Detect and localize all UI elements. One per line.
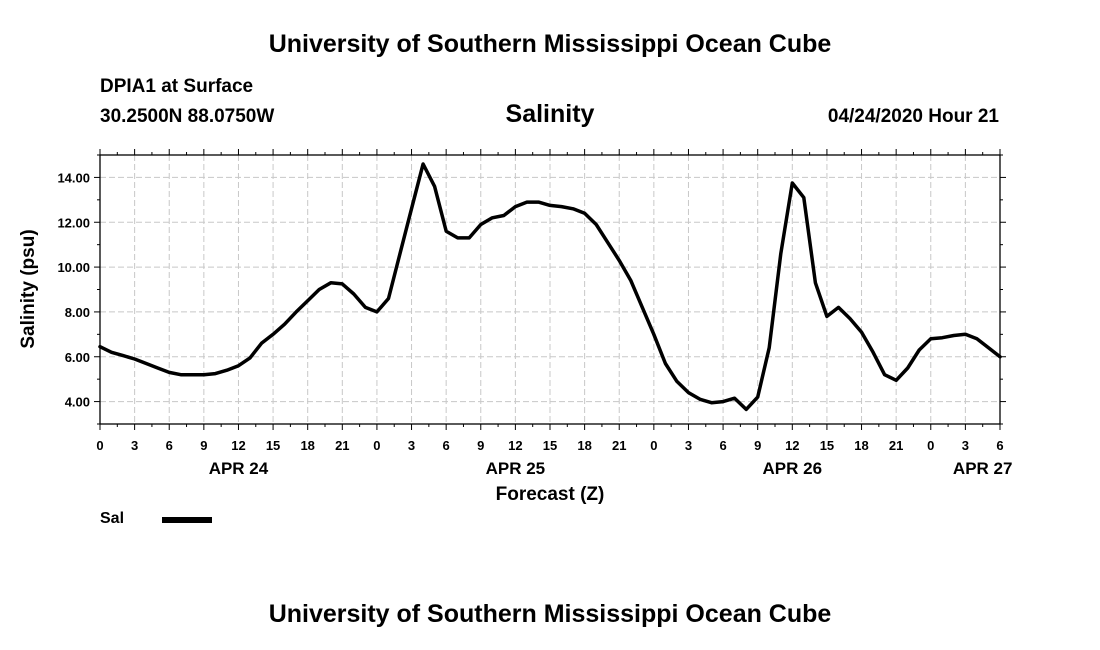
x-tick-label: 12 [785,438,799,453]
x-tick-label: 6 [443,438,450,453]
x-tick-label: 15 [266,438,280,453]
x-tick-label: 15 [820,438,834,453]
legend-label: Sal [100,510,125,527]
x-tick-label: 9 [754,438,761,453]
axis-layer: 0 3 6 9 12 15 18 21 0 3 6 9 12 15 18 21 0 3 6 9 12 15 18 21 0 3 6 4… [57,149,1012,478]
x-tick-label: 0 [96,438,103,453]
page-title: University of Southern Mississippi Ocean… [268,30,832,58]
x-tick-label: 0 [927,438,934,453]
y-tick-label: 12.00 [57,215,90,230]
x-tick-label: 0 [650,438,657,453]
footer-title: University of Southern Mississippi Ocean… [268,600,832,628]
x-tick-label: 15 [543,438,557,453]
date-label: APR 24 [209,459,269,478]
y-tick-label: 4.00 [65,395,90,410]
x-tick-label: 3 [408,438,415,453]
date-label: APR 26 [763,459,823,478]
date-label: APR 25 [486,459,546,478]
x-tick-label: 12 [231,438,245,453]
x-tick-label: 9 [477,438,484,453]
x-tick-label: 18 [854,438,868,453]
y-tick-label: 6.00 [65,350,90,365]
x-tick-label: 3 [962,438,969,453]
x-tick-label: 21 [612,438,626,453]
x-tick-label: 0 [373,438,380,453]
x-tick-label: 3 [685,438,692,453]
x-tick-label: 21 [889,438,903,453]
series-line-sal [98,162,1002,412]
date-label: APR 27 [953,459,1013,478]
coordinates-label: 30.2500N 88.0750W [100,106,275,127]
x-tick-label: 6 [719,438,726,453]
x-tick-label: 6 [996,438,1003,453]
y-tick-label: 10.00 [57,260,90,275]
series-layer [98,162,1002,412]
legend-line-swatch [162,517,212,523]
x-tick-label: 6 [166,438,173,453]
forecast-timestamp: 04/24/2020 Hour 21 [827,106,999,127]
x-axis-label: Forecast (Z) [496,484,605,505]
y-tick-label: 14.00 [57,170,90,185]
y-axis-label: Salinity (psu) [18,229,39,348]
x-tick-label: 18 [300,438,314,453]
variable-title: Salinity [505,100,595,128]
x-tick-label: 3 [131,438,138,453]
x-tick-label: 21 [335,438,349,453]
y-tick-label: 8.00 [65,305,90,320]
station-label: DPIA1 at Surface [100,76,254,97]
x-tick-label: 18 [577,438,591,453]
x-tick-label: 12 [508,438,522,453]
grid-layer [100,155,1000,424]
x-tick-label: 9 [200,438,207,453]
